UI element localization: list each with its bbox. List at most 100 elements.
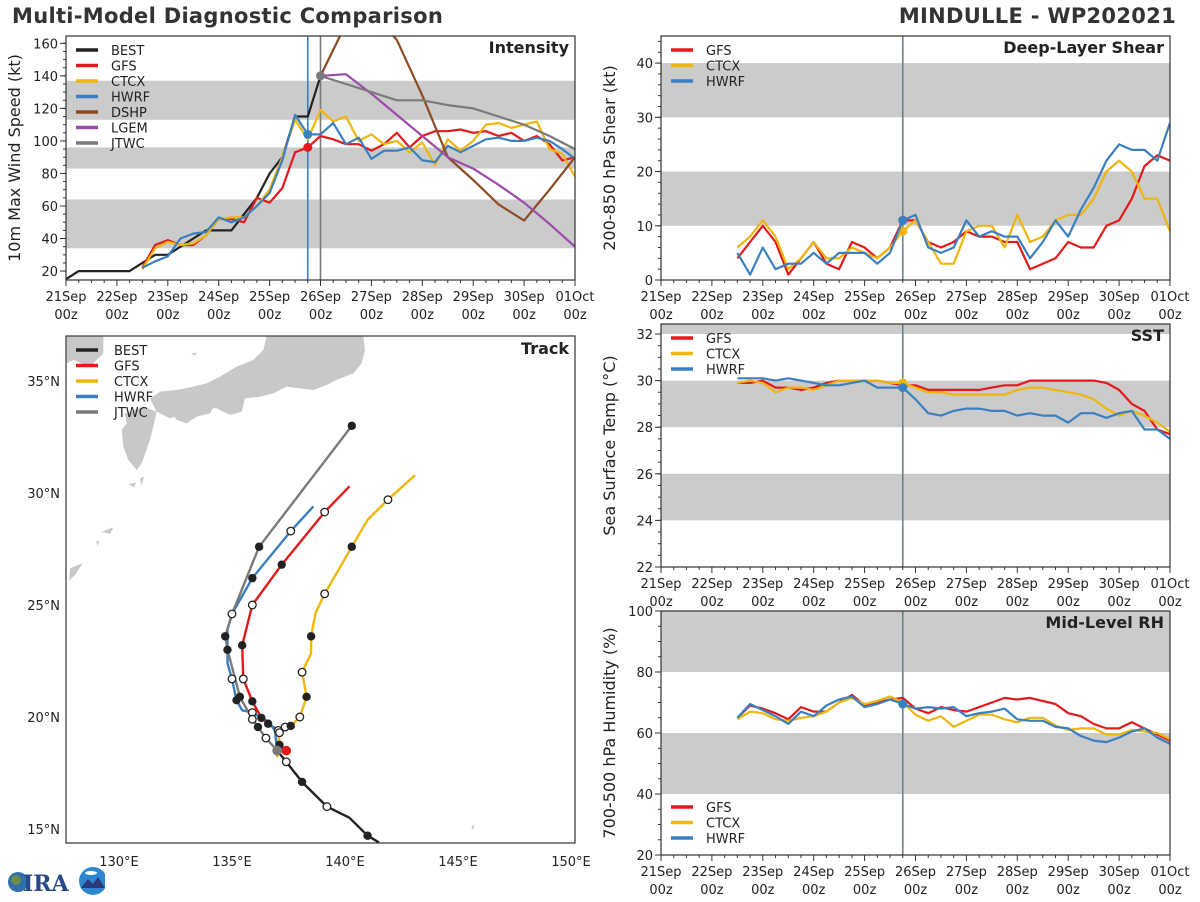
x-tick-label: 24Sep [793, 577, 834, 592]
x-tick-label: 22Sep [691, 290, 732, 305]
track-point-ctcx [298, 668, 306, 676]
track-point-jtwc [221, 632, 229, 640]
init-marker-jtwc [316, 71, 325, 80]
x-tick-label: 25Sep [844, 577, 885, 592]
x-tick-label: 00z [649, 308, 673, 323]
track-point-hwrf [287, 527, 295, 535]
intensity-panel: 21Sep00z22Sep00z23Sep00z24Sep00z25Sep00z… [5, 11, 595, 323]
init-marker-hwrf [898, 216, 907, 225]
legend-label: LGEM [111, 122, 148, 137]
x-tick-label: 29Sep [1048, 865, 1089, 880]
x-tick-label: 26Sep [895, 865, 936, 880]
x-tick-label: 00z [751, 595, 775, 610]
lat-tick-label: 25°N [27, 599, 60, 614]
track-point-best [282, 758, 290, 766]
track-point-jtwc [228, 610, 236, 618]
y-tick-label: 32 [636, 328, 653, 343]
plots: 21Sep 00z 22Sep 00z 23Sep 00z 24Sep 00z 25Sep 00z… [5, 11, 1190, 898]
track-point-gfs [248, 697, 256, 705]
land-islands [471, 825, 474, 830]
track-point-gfs [249, 601, 257, 609]
legend-label: CTCX [111, 75, 145, 90]
y-axis-label: 700-500 hPa Humidity (%) [600, 627, 619, 838]
x-tick-label: 00z [1006, 883, 1030, 898]
track-point-gfs [238, 641, 246, 649]
x-tick-label: 29Sep [1048, 290, 1089, 305]
x-tick-label: 30Sep [1099, 577, 1140, 592]
shear-panel: 21Sep00z22Sep00z23Sep00z24Sep00z25Sep00z… [600, 36, 1190, 323]
legend-label: HWRF [706, 363, 745, 378]
x-tick-label: 00z [1006, 595, 1030, 610]
track-line-best [277, 751, 379, 843]
legend-label: HWRF [706, 832, 745, 847]
panel-title: Deep-Layer Shear [1003, 38, 1164, 57]
x-tick-label: 26Sep [895, 290, 936, 305]
track-point-hwrf [228, 675, 236, 683]
y-tick-label: 26 [636, 468, 653, 483]
track-point-gfs [264, 720, 272, 728]
legend-label: HWRF [114, 391, 153, 406]
track-point-hwrf [248, 574, 256, 582]
track-point-jtwc [262, 734, 270, 742]
y-tick-label: 20 [41, 265, 58, 280]
land-islands [140, 477, 144, 486]
y-tick-label: 60 [41, 200, 58, 215]
x-tick-label: 22Sep [96, 290, 137, 305]
x-tick-label: 27Sep [946, 290, 987, 305]
x-tick-label: 01Oct [1150, 865, 1189, 880]
x-tick-label: 29Sep [1048, 577, 1089, 592]
land-islands [192, 353, 197, 356]
lon-tick-label: 140°E [325, 855, 365, 870]
x-tick-label: 00z [853, 308, 877, 323]
x-tick-label: 00z [1107, 308, 1131, 323]
y-axis-label: Sea Surface Temp (°C) [600, 355, 619, 535]
x-tick-label: 22Sep [691, 577, 732, 592]
y-tick-label: 80 [41, 167, 58, 182]
init-marker-hwrf [303, 130, 312, 139]
x-tick-label: 00z [411, 308, 435, 323]
track-point-ctcx [296, 713, 304, 721]
y-tick-label: 140 [33, 70, 58, 85]
track-point-gfs [257, 714, 265, 722]
x-tick-label: 27Sep [351, 290, 392, 305]
init-marker-gfs [303, 143, 312, 152]
x-tick-label: 25Sep [844, 865, 885, 880]
track-point-ctcx [307, 632, 315, 640]
rh-panel: 21Sep00z22Sep00z23Sep00z24Sep00z25Sep00z… [600, 605, 1190, 898]
panel-title: SST [1131, 326, 1164, 345]
x-tick-label: 00z [258, 308, 282, 323]
lon-tick-label: 145°E [438, 855, 478, 870]
x-tick-label: 00z [1057, 595, 1081, 610]
x-tick-label: 30Sep [1099, 290, 1140, 305]
legend-label: GFS [706, 332, 732, 347]
y-tick-label: 0 [645, 274, 653, 289]
x-tick-label: 28Sep [997, 290, 1038, 305]
map-area [221, 422, 415, 843]
track-point-best [298, 778, 306, 786]
lon-tick-label: 130°E [99, 855, 139, 870]
x-tick-label: 28Sep [997, 577, 1038, 592]
x-tick-label: 00z [955, 308, 979, 323]
land-islands [96, 541, 99, 546]
y-tick-label: 28 [636, 421, 653, 436]
track-point-gfs [240, 675, 248, 683]
track-point-jtwc [255, 543, 263, 551]
threshold-band [661, 733, 1170, 794]
legend-label: HWRF [111, 91, 150, 106]
y-tick-label: 40 [41, 233, 58, 248]
x-tick-label: 00z [700, 883, 724, 898]
x-tick-label: 22Sep [691, 865, 732, 880]
y-tick-label: 100 [33, 135, 58, 150]
x-tick-label: 00z [1158, 308, 1182, 323]
track-point-ctcx [321, 590, 329, 598]
x-tick-label: 00z [54, 308, 78, 323]
init-marker-hwrf [898, 700, 907, 709]
track-line-jtwc [225, 426, 352, 751]
y-tick-label: 100 [628, 605, 653, 620]
x-tick-label: 26Sep [895, 577, 936, 592]
x-tick-label: 00z [1158, 595, 1182, 610]
y-tick-label: 120 [33, 102, 58, 117]
x-tick-label: 23Sep [147, 290, 188, 305]
x-tick-label: 21Sep [640, 577, 681, 592]
y-tick-label: 160 [33, 37, 58, 52]
